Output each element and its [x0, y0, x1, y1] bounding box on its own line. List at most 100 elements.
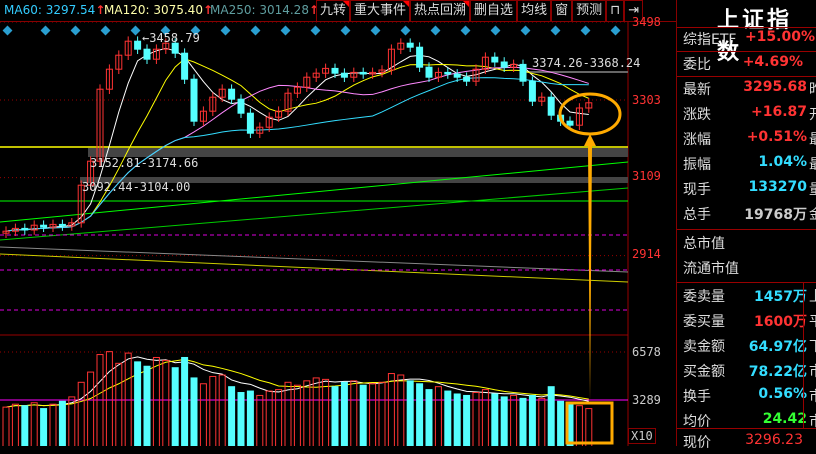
- row-label: 委买量: [683, 314, 725, 330]
- volume-bar: [199, 383, 207, 446]
- volume-bar: [491, 393, 499, 446]
- volume-bar: [96, 354, 104, 446]
- candle: [416, 46, 424, 68]
- volume-bar: [162, 359, 170, 446]
- vol-unit-button[interactable]: X10: [628, 428, 656, 444]
- volume-bar: [322, 378, 330, 446]
- candle: [49, 223, 57, 228]
- candle: [350, 71, 358, 78]
- remove-watchlist-button[interactable]: 删自选: [470, 0, 518, 22]
- candle: [58, 223, 66, 227]
- candle: [547, 96, 555, 116]
- major-events-button[interactable]: 重大事件: [350, 0, 411, 22]
- volume-bar: [557, 400, 565, 446]
- volume-bar: [397, 374, 405, 446]
- candle: [369, 71, 377, 75]
- volume-bar: [293, 384, 301, 446]
- expand-right-icon[interactable]: ⇥: [624, 0, 644, 22]
- row-label-clipped: 量: [809, 179, 816, 199]
- volume-bar: [453, 393, 461, 446]
- volume-bar: [124, 352, 132, 446]
- quote-row: 现手 133270量: [683, 179, 816, 201]
- row-value: 0.56%: [758, 386, 807, 402]
- volume-bar: [209, 375, 217, 446]
- row-value: +16.87: [750, 104, 807, 120]
- trend-line: [0, 246, 629, 273]
- volume-bar: [350, 380, 358, 446]
- volume-bar: [256, 394, 264, 446]
- signal-diamond-icon: [250, 25, 261, 36]
- row-label-clipped: 上: [809, 286, 816, 306]
- volume-bar: [303, 380, 311, 446]
- volume-bar: [105, 351, 113, 446]
- highlight-box: [565, 401, 614, 445]
- signal-diamond-icon: [400, 25, 411, 36]
- volume-bar: [275, 389, 283, 446]
- row-label: 换手: [683, 389, 711, 405]
- candle: [77, 184, 85, 224]
- volume-bar: [481, 389, 489, 446]
- hotspot-review-button[interactable]: 热点回溯: [410, 0, 471, 22]
- candle: [256, 126, 264, 134]
- price-row: 现价 3296.23: [683, 432, 803, 451]
- candle: [481, 56, 489, 70]
- kline-chart[interactable]: [0, 22, 676, 446]
- volume-bar: [30, 402, 38, 446]
- forecast-button[interactable]: 预测: [572, 0, 607, 22]
- candle: [199, 110, 207, 122]
- candle: [387, 48, 395, 71]
- row-label-clipped: 最: [809, 154, 816, 174]
- quote-row: 买金额 78.22亿市: [683, 361, 816, 383]
- volume-bar: [228, 386, 236, 446]
- lock-icon[interactable]: ⊓: [606, 0, 625, 22]
- signal-diamond-icon: [520, 25, 531, 36]
- candle: [96, 88, 104, 162]
- annotation-arrow: [584, 134, 596, 402]
- signal-diamond-icon: [280, 25, 291, 36]
- ma120-label: MA120: 3075.40↑: [104, 3, 214, 17]
- row-label-clipped: 市: [809, 386, 816, 406]
- signal-diamond-icon: [40, 25, 51, 36]
- window-button[interactable]: 窗: [551, 0, 573, 22]
- signal-diamond-icon: [580, 25, 591, 36]
- candle: [293, 86, 301, 94]
- gap-label: 3152.81-3174.66: [90, 156, 199, 170]
- quote-row: 涨跌 +16.87开: [683, 104, 816, 126]
- candle: [87, 160, 95, 186]
- row-label-clipped: 平: [809, 311, 816, 331]
- candle: [2, 230, 10, 234]
- float-cap-row: 流通市值: [683, 261, 739, 277]
- candle: [463, 76, 471, 82]
- volume-bar: [387, 373, 395, 446]
- candle: [237, 98, 245, 114]
- candle: [331, 67, 339, 74]
- signal-diamond-icon: [490, 25, 501, 36]
- volume-bar: [528, 394, 536, 446]
- volume-bar: [500, 396, 508, 446]
- row-label-clipped: 最: [809, 129, 816, 149]
- candle: [171, 42, 179, 54]
- signal-diamond-icon: [610, 25, 621, 36]
- trend-line: [0, 253, 629, 283]
- candle: [303, 76, 311, 88]
- row-label: 总手: [683, 207, 711, 223]
- candle: [322, 67, 330, 74]
- candle: [218, 88, 226, 98]
- row-label-clipped: 下: [809, 336, 816, 356]
- row-value: 19768万: [744, 207, 807, 223]
- moving-average-button[interactable]: 均线: [517, 0, 552, 22]
- volume-bar: [416, 383, 424, 446]
- candle: [284, 92, 292, 112]
- candle: [40, 224, 48, 228]
- jiuzhuan-button[interactable]: 九转: [316, 0, 351, 22]
- volume-bar: [340, 381, 348, 446]
- volume-bar: [190, 377, 198, 446]
- gap-band: [88, 148, 628, 157]
- volume-bar: [434, 386, 442, 446]
- row-label-clipped: 市: [809, 411, 816, 431]
- volume-bar: [312, 377, 320, 446]
- y-tick: 3109: [632, 169, 661, 183]
- signal-diamond-icon: [310, 25, 321, 36]
- row-label: 最新: [683, 82, 711, 98]
- candle: [453, 73, 461, 78]
